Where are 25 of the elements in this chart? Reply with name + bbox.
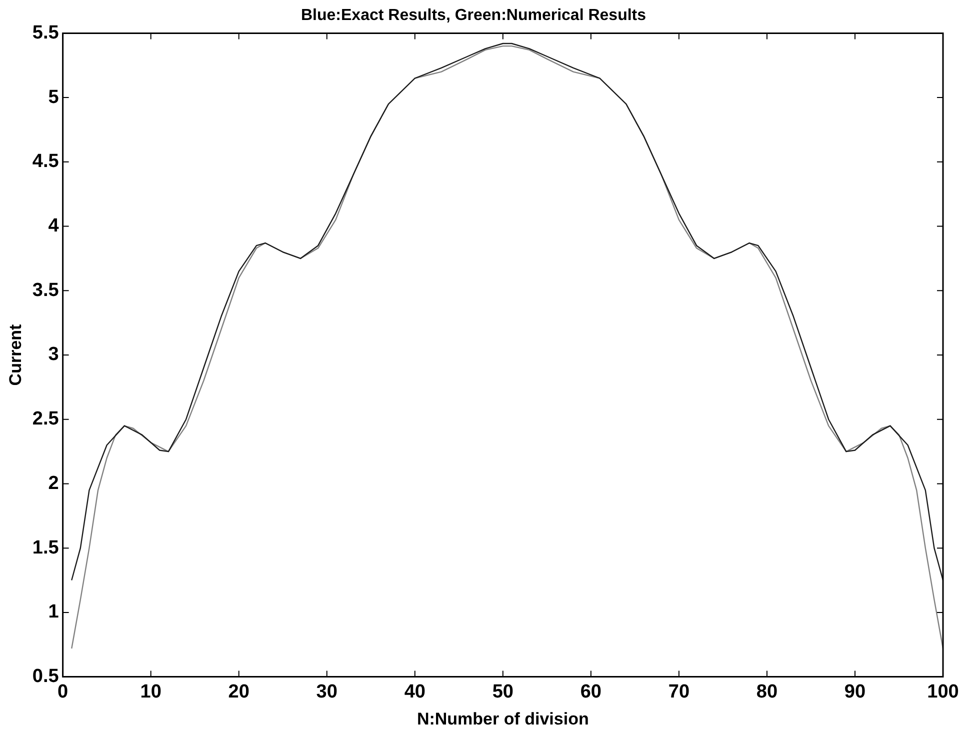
x-axis-title: N:Number of division (416, 709, 589, 728)
y-tick-label: 2 (48, 472, 59, 494)
x-tick-label: 40 (404, 681, 426, 702)
y-tick-label: 4.5 (32, 151, 60, 172)
chart-title: Blue:Exact Results, Green:Numerical Results (300, 7, 646, 24)
x-tick-label: 90 (844, 681, 866, 702)
y-tick-label: 3 (48, 344, 59, 366)
x-tick-label: 0 (58, 681, 68, 702)
y-axis-title: Current (6, 324, 25, 386)
y-tick-label: 5 (48, 86, 60, 108)
x-tick-label: 10 (140, 681, 162, 702)
x-tick-label: 60 (580, 681, 602, 702)
x-tick-label: 70 (668, 681, 690, 702)
x-tick-label: 30 (316, 681, 338, 702)
x-tick-label: 80 (756, 681, 778, 702)
y-tick-label: 0.5 (32, 666, 60, 688)
y-tick-label: 5.5 (32, 22, 60, 44)
x-tick-label: 100 (927, 681, 959, 702)
y-tick-label: 1.5 (32, 537, 60, 558)
y-tick-label: 2.5 (32, 408, 60, 430)
x-tick-label: 20 (228, 681, 250, 702)
y-tick-label: 1 (48, 602, 60, 623)
y-tick-label: 4 (48, 216, 60, 237)
y-tick-label: 3.5 (32, 280, 60, 301)
x-tick-label: 50 (492, 681, 514, 702)
